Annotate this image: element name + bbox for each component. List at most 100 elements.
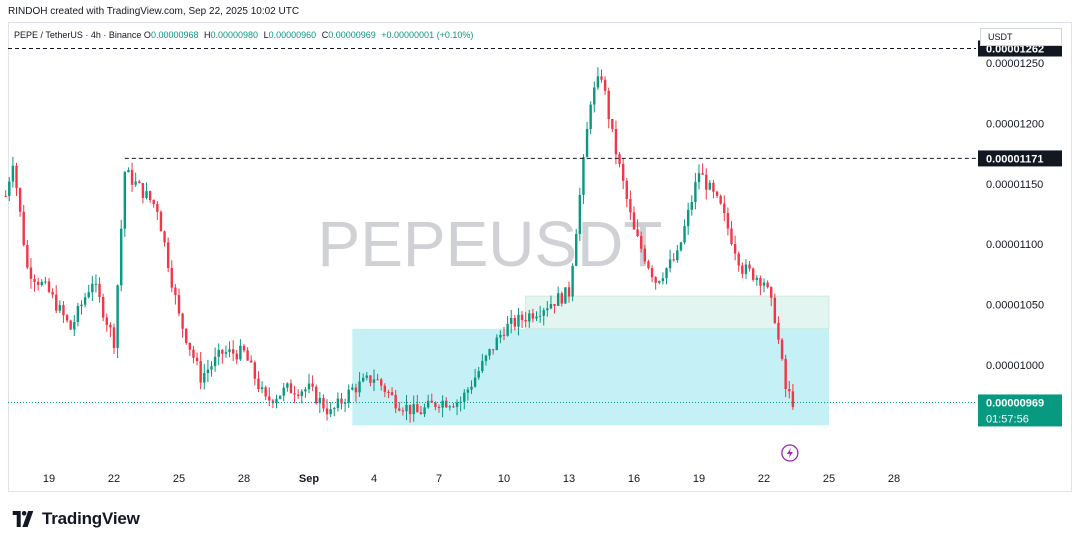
candle-body	[603, 79, 607, 91]
candle	[643, 245, 647, 264]
candle	[466, 387, 470, 401]
candle	[123, 170, 127, 237]
candle-body	[29, 267, 33, 279]
candle	[560, 291, 563, 307]
candle	[430, 393, 433, 403]
candle-body	[278, 395, 282, 399]
candle	[470, 380, 473, 395]
candle	[289, 379, 293, 394]
candle	[73, 315, 76, 337]
x-tick-label: 10	[498, 473, 510, 485]
candle-body	[654, 277, 657, 283]
candle	[293, 385, 296, 404]
candle	[101, 293, 105, 322]
x-tick-label: 19	[43, 473, 55, 485]
candle	[491, 349, 495, 355]
candle-body	[408, 404, 412, 415]
candle	[524, 311, 527, 328]
candle-body	[741, 265, 744, 274]
candle	[390, 387, 394, 396]
candle	[11, 156, 15, 188]
candle	[632, 206, 636, 230]
zone-box	[352, 328, 829, 426]
candle-body	[177, 295, 181, 314]
candle	[733, 235, 737, 261]
candle	[603, 76, 607, 95]
candle-body	[159, 211, 163, 232]
candle	[141, 182, 145, 204]
candle-body	[488, 349, 491, 356]
x-tick-label: 28	[238, 473, 250, 485]
candle	[701, 163, 704, 175]
candle-body	[423, 407, 426, 415]
candle-body	[264, 387, 267, 397]
candle-body	[549, 304, 553, 309]
candle-body	[582, 157, 585, 195]
candle-body	[73, 321, 76, 330]
candle	[416, 394, 419, 413]
candle-body	[448, 406, 452, 408]
candle-body	[109, 324, 112, 328]
tradingview-logo-icon	[12, 511, 34, 527]
candle-body	[589, 104, 592, 130]
candle-body	[564, 287, 567, 304]
candle-body	[560, 293, 563, 304]
candle-body	[470, 386, 473, 390]
candle-body	[412, 404, 415, 415]
candle	[506, 316, 509, 337]
candle	[387, 389, 390, 399]
candle	[766, 280, 769, 289]
candle	[286, 382, 289, 392]
candle	[380, 377, 383, 391]
candle-body	[33, 278, 36, 282]
candle-body	[506, 323, 509, 336]
candle-body	[636, 229, 639, 237]
candle	[759, 275, 762, 296]
candle	[354, 383, 358, 402]
candle	[109, 322, 112, 338]
candle	[694, 172, 697, 210]
candle	[448, 404, 452, 411]
candle-body	[94, 283, 98, 285]
x-tick-label: 22	[108, 473, 120, 485]
candle	[600, 69, 603, 83]
candle	[535, 311, 538, 321]
candle	[748, 260, 751, 272]
candle-body	[672, 259, 675, 261]
candle	[351, 383, 354, 391]
candle-body	[788, 389, 791, 392]
candle-body	[18, 188, 22, 212]
candle	[755, 275, 758, 286]
candle-body	[531, 313, 535, 319]
candle	[181, 312, 184, 338]
candle	[394, 389, 397, 414]
candle-body	[47, 281, 51, 292]
high-label: H	[204, 30, 211, 40]
candle-body	[36, 281, 40, 285]
candle-body	[784, 358, 787, 390]
candle	[614, 120, 618, 165]
current-price-label: 0.00000969	[986, 397, 1044, 409]
currency-selector[interactable]: USDT	[980, 28, 1062, 46]
candle	[459, 396, 462, 412]
candle-body	[120, 228, 123, 286]
candle	[91, 275, 94, 302]
candle-body	[459, 401, 462, 403]
y-tick-label: 0.00001050	[986, 300, 1044, 312]
candle-body	[473, 377, 477, 387]
candle	[347, 384, 350, 409]
candle	[58, 300, 62, 314]
candle	[773, 293, 777, 325]
candle-body	[26, 245, 29, 268]
candle	[213, 347, 217, 372]
candle	[76, 302, 80, 327]
candle-body	[686, 209, 690, 227]
candle-body	[260, 387, 264, 390]
candle-body	[206, 369, 210, 374]
candle	[333, 406, 336, 417]
candle	[401, 407, 405, 416]
candle	[708, 180, 712, 191]
candle	[304, 386, 307, 398]
candle	[640, 231, 643, 253]
